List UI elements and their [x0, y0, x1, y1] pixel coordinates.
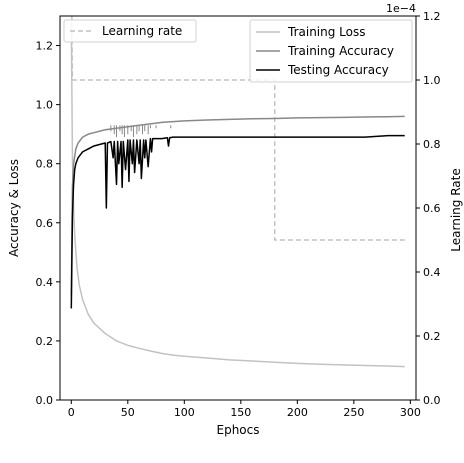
legend-entry-training-accuracy: Training Accuracy [287, 44, 394, 58]
y-right-tick-label: 1.2 [423, 10, 441, 23]
right-axis-multiplier: 1e−4 [386, 2, 416, 15]
y-left-tick-label: 0.0 [36, 394, 54, 407]
series-line-testing-accuracy [70, 134, 405, 309]
legend-entry-training-loss: Training Loss [287, 25, 365, 39]
legend-entry-learning-rate: Learning rate [102, 24, 182, 38]
x-axis-label: Ephocs [217, 423, 260, 437]
x-tick-label: 150 [230, 406, 251, 419]
x-ticks: 0 50 100 150 200 250 300 [68, 400, 421, 419]
y-left-ticks: 0.0 0.2 0.4 0.6 0.8 1.0 1.2 [36, 40, 60, 407]
y-left-tick-label: 0.8 [36, 158, 54, 171]
y-left-tick-label: 1.2 [36, 40, 54, 53]
y-left-tick-label: 0.6 [36, 217, 54, 230]
series-line-training-accuracy [70, 115, 405, 297]
legend-left: Learning rate [63, 19, 197, 43]
y-right-tick-label: 0.8 [423, 138, 441, 151]
y-right-tick-label: 0.2 [423, 330, 441, 343]
legend-entry-testing-accuracy: Testing Accuracy [287, 63, 389, 77]
legend-right-frame [249, 19, 413, 83]
y-right-tick-label: 1.0 [423, 74, 441, 87]
y-right-tick-label: 0.4 [423, 266, 441, 279]
y-left-tick-label: 0.4 [36, 276, 54, 289]
x-tick-label: 50 [121, 406, 135, 419]
y-right-tick-label: 0.0 [423, 394, 441, 407]
y-left-axis-label: Accuracy & Loss [7, 159, 21, 257]
y-right-axis-label: Learning Rate [449, 168, 463, 251]
series-line-training-loss [70, 21, 405, 368]
y-right-tick-label: 0.6 [423, 202, 441, 215]
y-right-ticks: 0.0 0.2 0.4 0.6 0.8 1.0 1.2 [416, 10, 441, 407]
legend-right: Training Loss Training Accuracy Testing … [249, 19, 413, 83]
x-tick-label: 0 [68, 406, 75, 419]
y-left-tick-label: 0.2 [36, 335, 54, 348]
x-tick-label: 300 [400, 406, 421, 419]
x-tick-label: 100 [174, 406, 195, 419]
y-left-tick-label: 1.0 [36, 99, 54, 112]
x-tick-label: 250 [343, 406, 364, 419]
x-tick-label: 200 [287, 406, 308, 419]
legend-left-frame [63, 19, 197, 43]
